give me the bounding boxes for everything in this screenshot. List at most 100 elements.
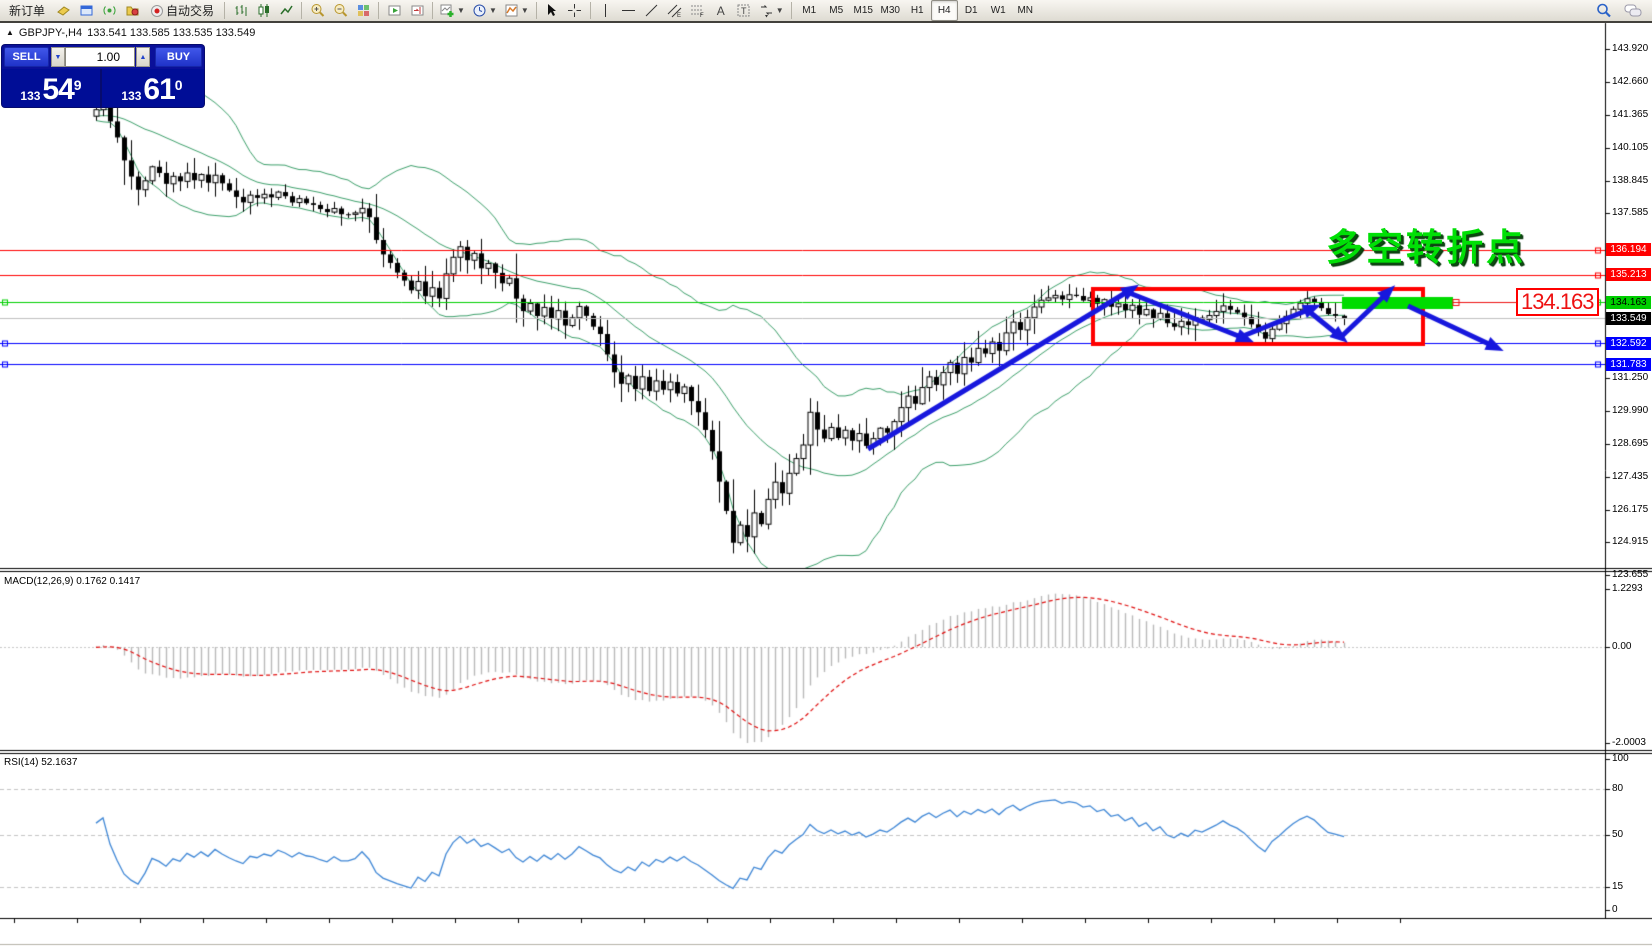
macd-indicator-label: MACD(12,26,9) 0.1762 0.1417 [4, 576, 141, 587]
price-axis-tick: 141.365 [1612, 109, 1649, 121]
candlestick-mode-icon[interactable] [252, 1, 274, 20]
search-icon[interactable] [1593, 1, 1615, 20]
toolbar-separator [432, 2, 434, 19]
line-chart-mode-icon[interactable] [275, 1, 297, 20]
timeframe-button-M30[interactable]: M30 [880, 5, 900, 16]
price-axis-tick: 137.585 [1612, 207, 1649, 219]
price-callout-label[interactable]: 134.163 [1516, 288, 1599, 316]
rsi-axis-tick: 50 [1612, 828, 1624, 840]
volume-decrease-button[interactable]: ▼ [51, 47, 65, 67]
price-axis-tick: 126.175 [1612, 503, 1649, 515]
toolbar-separator [790, 2, 792, 19]
periods-icon[interactable]: ▼ [469, 1, 500, 20]
toolbar-separator [589, 2, 591, 19]
auto-scroll-icon[interactable] [383, 1, 405, 20]
price-axis-tick: 128.695 [1612, 438, 1649, 450]
chart-ohlc-values: 133.541 133.585 133.535 133.549 [87, 27, 256, 39]
tile-windows-icon[interactable] [352, 1, 374, 20]
zoom-out-icon[interactable] [329, 1, 351, 20]
new-order-button[interactable]: 新订单 [9, 4, 46, 18]
svg-text:T: T [741, 6, 747, 16]
sell-price-display[interactable]: 133 54 9 [2, 69, 102, 107]
arrows-tool-icon[interactable]: ▼ [756, 1, 787, 20]
horizontal-line-tool-icon[interactable] [618, 1, 640, 20]
chart-shift-icon[interactable] [406, 1, 428, 20]
main-toolbar: 新订单 自动交易 ▼ ▼ ▼ [0, 0, 1652, 23]
vertical-line-tool-icon[interactable] [595, 1, 617, 20]
sell-button[interactable]: SELL [4, 47, 49, 67]
toolbar-separator [378, 2, 380, 19]
macd-axis-max: 1.2293 [1612, 583, 1643, 594]
dropdown-arrow-icon: ▼ [457, 5, 465, 15]
buy-button[interactable]: BUY [155, 47, 202, 67]
price-axis-tick: 138.845 [1612, 174, 1649, 186]
buy-price-pips: 61 [143, 73, 175, 106]
price-level-chip: 132.592 [1606, 336, 1651, 350]
price-axis-tick: 140.105 [1612, 142, 1649, 154]
price-axis-tick: 131.250 [1612, 371, 1649, 383]
cursor-tool-icon[interactable] [541, 1, 563, 20]
rsi-axis-tick: 15 [1612, 881, 1624, 893]
price-axis-tick: 142.660 [1612, 75, 1649, 87]
timeframe-button-H1[interactable]: H1 [910, 5, 924, 16]
timeframe-button-H4[interactable]: H4 [930, 0, 958, 21]
svg-text:F: F [700, 13, 704, 18]
timeframe-button-M1[interactable]: M1 [802, 5, 817, 16]
toolbar-separator [224, 2, 226, 19]
timeframe-button-MN[interactable]: MN [1017, 5, 1033, 16]
chart-header: ▲ GBPJPY-,H4 133.541 133.585 133.535 133… [6, 27, 255, 39]
chart-symbol-title: GBPJPY-,H4 [18, 27, 83, 39]
autotrading-label: 自动交易 [166, 4, 215, 18]
rsi-axis-tick: 100 [1612, 753, 1629, 764]
collapse-icon[interactable]: ▲ [6, 28, 14, 37]
toolbar-separator [535, 2, 537, 19]
toolbar-separator [301, 2, 303, 19]
text-tool-icon[interactable]: A [716, 3, 725, 18]
new-order-ticket-icon[interactable] [52, 1, 74, 20]
timeframe-group: M1 M5 M15 M30 H1 H4 D1 W1 MN [796, 0, 1039, 21]
rsi-axis-tick: 80 [1612, 783, 1624, 795]
price-level-chip: 136.194 [1606, 243, 1651, 257]
text-label-tool-icon[interactable]: T [733, 1, 755, 20]
chat-icon[interactable] [1621, 1, 1645, 20]
fibonacci-tool-icon[interactable]: F [687, 1, 709, 20]
price-axis-tick: 124.915 [1612, 536, 1649, 548]
price-level-chip: 131.783 [1606, 357, 1651, 371]
autotrading-button[interactable]: 自动交易 [144, 1, 220, 20]
sell-price-pips: 54 [42, 73, 74, 106]
timeframe-button-W1[interactable]: W1 [990, 5, 1006, 16]
timeframe-button-D1[interactable]: D1 [964, 5, 978, 16]
equidistant-channel-tool-icon[interactable]: E [664, 1, 686, 20]
rsi-indicator-label: RSI(14) 52.1637 [4, 757, 78, 768]
dropdown-arrow-icon: ▼ [520, 5, 529, 15]
svg-text:E: E [677, 13, 681, 18]
crosshair-tool-icon[interactable] [564, 1, 586, 20]
price-level-chip: 135.213 [1606, 268, 1651, 282]
dropdown-arrow-icon: ▼ [775, 5, 784, 15]
price-level-chip: 134.163 [1606, 295, 1651, 309]
price-level-chip: 133.549 [1606, 311, 1651, 325]
bar-chart-mode-icon[interactable] [229, 1, 251, 20]
price-axis-tick: 143.920 [1612, 43, 1649, 54]
macd-axis-min: -2.0003 [1612, 737, 1646, 748]
buy-price-display[interactable]: 133 61 0 [102, 69, 202, 107]
volume-increase-button[interactable]: ▲ [136, 47, 150, 67]
buy-price-figure: 133 [121, 89, 142, 103]
history-data-icon[interactable] [121, 1, 143, 20]
rsi-axis-tick: 0 [1612, 904, 1618, 915]
signal-icon[interactable] [98, 1, 120, 20]
macd-axis-zero: 0.00 [1612, 641, 1632, 652]
market-watch-icon[interactable] [75, 1, 97, 20]
trendline-tool-icon[interactable] [641, 1, 663, 20]
volume-input[interactable] [65, 47, 135, 67]
timeframe-button-M5[interactable]: M5 [829, 5, 844, 16]
turning-point-annotation[interactable]: 多空转折点 [1326, 227, 1526, 268]
buy-price-point: 0 [174, 77, 183, 93]
price-axis-tick: 123.655 [1612, 569, 1649, 580]
price-axis-tick: 127.435 [1612, 470, 1649, 482]
zoom-in-icon[interactable] [306, 1, 328, 20]
templates-icon[interactable]: ▼ [501, 1, 532, 20]
indicators-icon[interactable]: ▼ [437, 1, 468, 20]
timeframe-button-M15[interactable]: M15 [853, 5, 873, 16]
